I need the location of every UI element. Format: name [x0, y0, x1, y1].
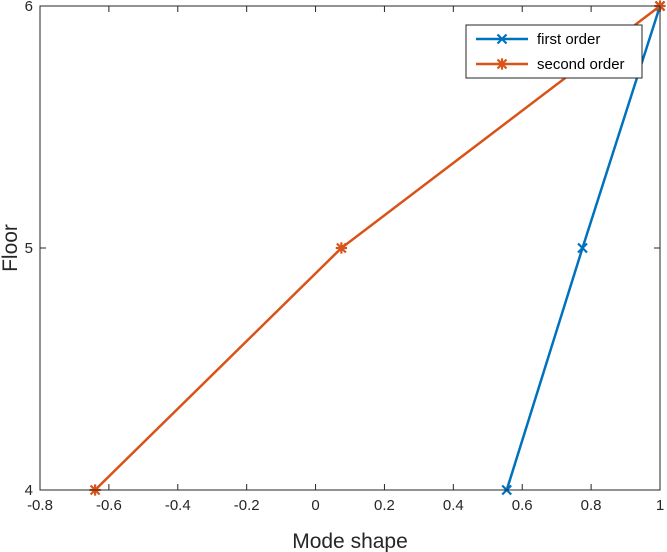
legend-item: second order: [476, 56, 625, 73]
series-layer: [89, 0, 666, 496]
x-tick-label: 1: [656, 497, 664, 514]
legend: first order second order: [465, 24, 643, 79]
y-tick-label: 5: [25, 240, 33, 257]
y-tick-label: 6: [25, 0, 33, 15]
legend-marker: [496, 33, 508, 45]
legend-label: first order: [537, 31, 600, 48]
x-tick-label: -0.6: [96, 497, 122, 514]
x-tick-label: 0.8: [581, 497, 602, 514]
legend-marker: [496, 58, 508, 70]
plot-frame: [39, 5, 661, 491]
x-tick-label: -0.4: [165, 497, 191, 514]
series-1: [89, 0, 666, 496]
y-tick-label: 4: [25, 482, 33, 499]
legend-item: first order: [476, 31, 600, 48]
data-point: [335, 242, 348, 254]
y-tick-labels: 4 5 6: [25, 0, 33, 499]
x-tick-labels: -0.8 -0.6 -0.4 -0.2 0 0.2 0.4 0.6 0.8 1: [27, 497, 664, 514]
x-tick-label: 0: [311, 497, 319, 514]
x-tick-label: -0.2: [234, 497, 260, 514]
legend-items: first order second order: [476, 31, 625, 73]
x-axis-label: Mode shape: [292, 530, 408, 552]
x-tick-label: 0.6: [512, 497, 533, 514]
plot-area: [40, 6, 660, 490]
x-tick-label: 0.4: [443, 497, 464, 514]
legend-box: [465, 24, 643, 79]
x-tick-label: 0.2: [374, 497, 395, 514]
legend-label: second order: [537, 56, 625, 73]
y-axis-label: Floor: [0, 224, 22, 272]
x-tick-label: -0.8: [27, 497, 53, 514]
data-point: [577, 242, 588, 254]
